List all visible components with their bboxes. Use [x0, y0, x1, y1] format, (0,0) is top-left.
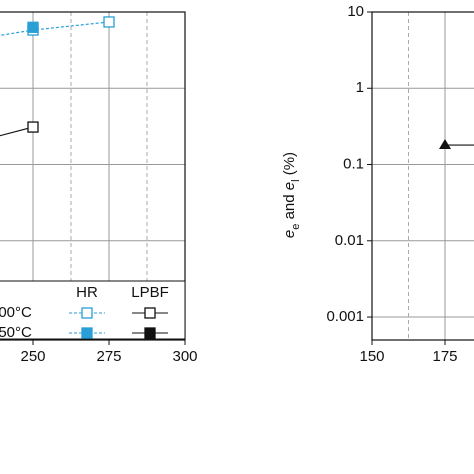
plot-frame [0, 11, 186, 341]
y-tick-label: 0.01 [335, 232, 364, 249]
legend-marker [81, 307, 93, 319]
series-line [0, 126, 34, 137]
legend-header: LPBF [131, 284, 169, 301]
legend-label: 600°C [0, 304, 32, 321]
marker [27, 121, 39, 133]
x-tick-label: 275 [96, 348, 121, 365]
y-axis-label: ee and el (%) [281, 152, 302, 238]
legend-marker [144, 327, 156, 339]
marker [439, 139, 451, 150]
y-tick-label: 0.001 [326, 308, 364, 325]
y-axis-label-part: l [290, 179, 302, 181]
marker [27, 21, 39, 33]
y-axis-label-part: e [281, 182, 298, 190]
y-tick-label: 10 [347, 3, 364, 20]
x-tick-label: 250 [20, 348, 45, 365]
y-axis-label-part: e [281, 230, 298, 238]
chart: 250 275 300 HR LPBF 600°C 650°C [0, 11, 198, 365]
y-tick-label: 0.1 [343, 155, 364, 172]
marker [103, 16, 115, 28]
plot-frame [371, 11, 474, 341]
y-axis-label-part: and [281, 190, 298, 223]
series-line [0, 21, 110, 36]
legend-header: HR [76, 284, 98, 301]
legend-label: 650°C [0, 324, 32, 341]
y-axis-label-part: e [290, 224, 302, 230]
x-tick-label: 300 [172, 348, 197, 365]
legend-marker [144, 307, 156, 319]
y-tick-label: 1 [356, 79, 364, 96]
x-tick-label: 150 [359, 348, 384, 365]
y-axis-label-part: (%) [281, 152, 298, 180]
legend-marker [81, 327, 93, 339]
x-tick-label: 175 [432, 348, 457, 365]
